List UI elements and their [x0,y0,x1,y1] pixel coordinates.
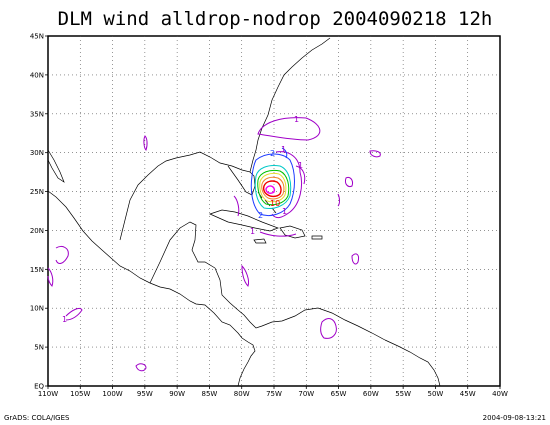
lat-tick-label: 35N [30,110,44,118]
lon-tick-label: 80W [234,390,250,398]
contour-purple [337,193,340,207]
lat-tick-label: 45N [30,33,44,41]
lat-tick-label: 10N [30,305,44,313]
lon-tick-label: 75W [266,390,282,398]
contour-cyan [254,165,292,209]
contour-purple [345,177,353,187]
contour-yellow [259,172,287,203]
footer-right: 2004-09-08-13:21 [483,414,546,422]
coastline-caribbean [214,267,386,341]
coastline-south-america [384,339,441,387]
contour-orange [261,176,285,200]
contour-purple [257,117,321,141]
lon-tick-label: 90W [169,390,185,398]
lon-tick-label: 95W [137,390,153,398]
coastline-yucatan [149,221,216,284]
lat-tick-label: EQ [34,383,44,391]
lon-tick-label: 70W [298,390,314,398]
contour-label: 1 [294,115,299,124]
contour-label: 1 [281,145,286,154]
contours [47,117,381,372]
grid-lines [48,36,500,386]
contour-label: 1 [62,315,67,324]
contour-label: 1 [298,161,303,170]
lon-tick-label: 100W [102,390,122,398]
contour-magenta [265,185,276,194]
contour-purple [259,231,297,237]
contour-purple [271,151,303,219]
contour-label: 2 [258,211,263,220]
contour-purple [241,264,249,287]
lat-tick-label: 20N [30,227,44,235]
lon-tick-label: 60W [363,390,379,398]
lon-tick-label: 45W [460,390,476,398]
island-hispaniola [279,225,306,239]
contour-purple [233,195,240,217]
contour-purple [369,150,381,158]
lon-tick-label: 105W [70,390,90,398]
lat-tick-label: 5N [34,344,44,352]
lat-tick-label: 25N [30,188,44,196]
map-title: DLM wind alldrop-nodrop 2004090218 12h [57,8,493,30]
island-puerto-rico [311,235,323,240]
coastline-pacific-mexico [47,190,256,387]
contour-purple [135,363,147,372]
latitude-tick-labels: EQ 5N 10N 15N 20N 25N 30N 35N 40N 45N [30,33,48,391]
coastline-baja [47,149,65,183]
lat-tick-label: 40N [30,71,44,79]
lon-tick-label: 40W [492,390,508,398]
longitude-tick-labels: 110W 105W 100W 95W 90W 85W 80W 75W 70W 65W 60W 55W 5… [38,386,508,398]
contour-label: 10 [270,199,280,208]
contour-labels: 1 1 2 1 2 1 10 1 1 [62,115,303,324]
coastlines [47,37,441,387]
lon-tick-label: 50W [428,390,444,398]
contour-label: 1 [282,207,287,216]
contour-green [257,169,290,206]
lon-tick-label: 110W [38,390,58,398]
contour-purple [65,307,83,321]
island-jamaica [253,238,267,244]
contour-label: 2 [270,149,275,158]
contour-purple [143,135,148,151]
contour-purple [55,245,69,264]
lat-tick-label: 30N [30,149,44,157]
contour-red [262,180,282,198]
island-cuba [209,209,279,232]
contour-purple [320,318,337,339]
coastline-gulf-us-east [119,37,331,241]
contour-purple [47,267,54,287]
lon-tick-label: 85W [202,390,218,398]
lon-tick-label: 65W [331,390,347,398]
contour-blue [281,147,288,159]
contour-purple [295,165,306,185]
contour-blue [250,153,295,217]
lon-tick-label: 55W [395,390,411,398]
contour-label: 1 [250,227,255,236]
contour-purple [351,253,359,265]
footer-left: GrADS: COLA/IGES [4,414,70,422]
lat-tick-label: 15N [30,266,44,274]
